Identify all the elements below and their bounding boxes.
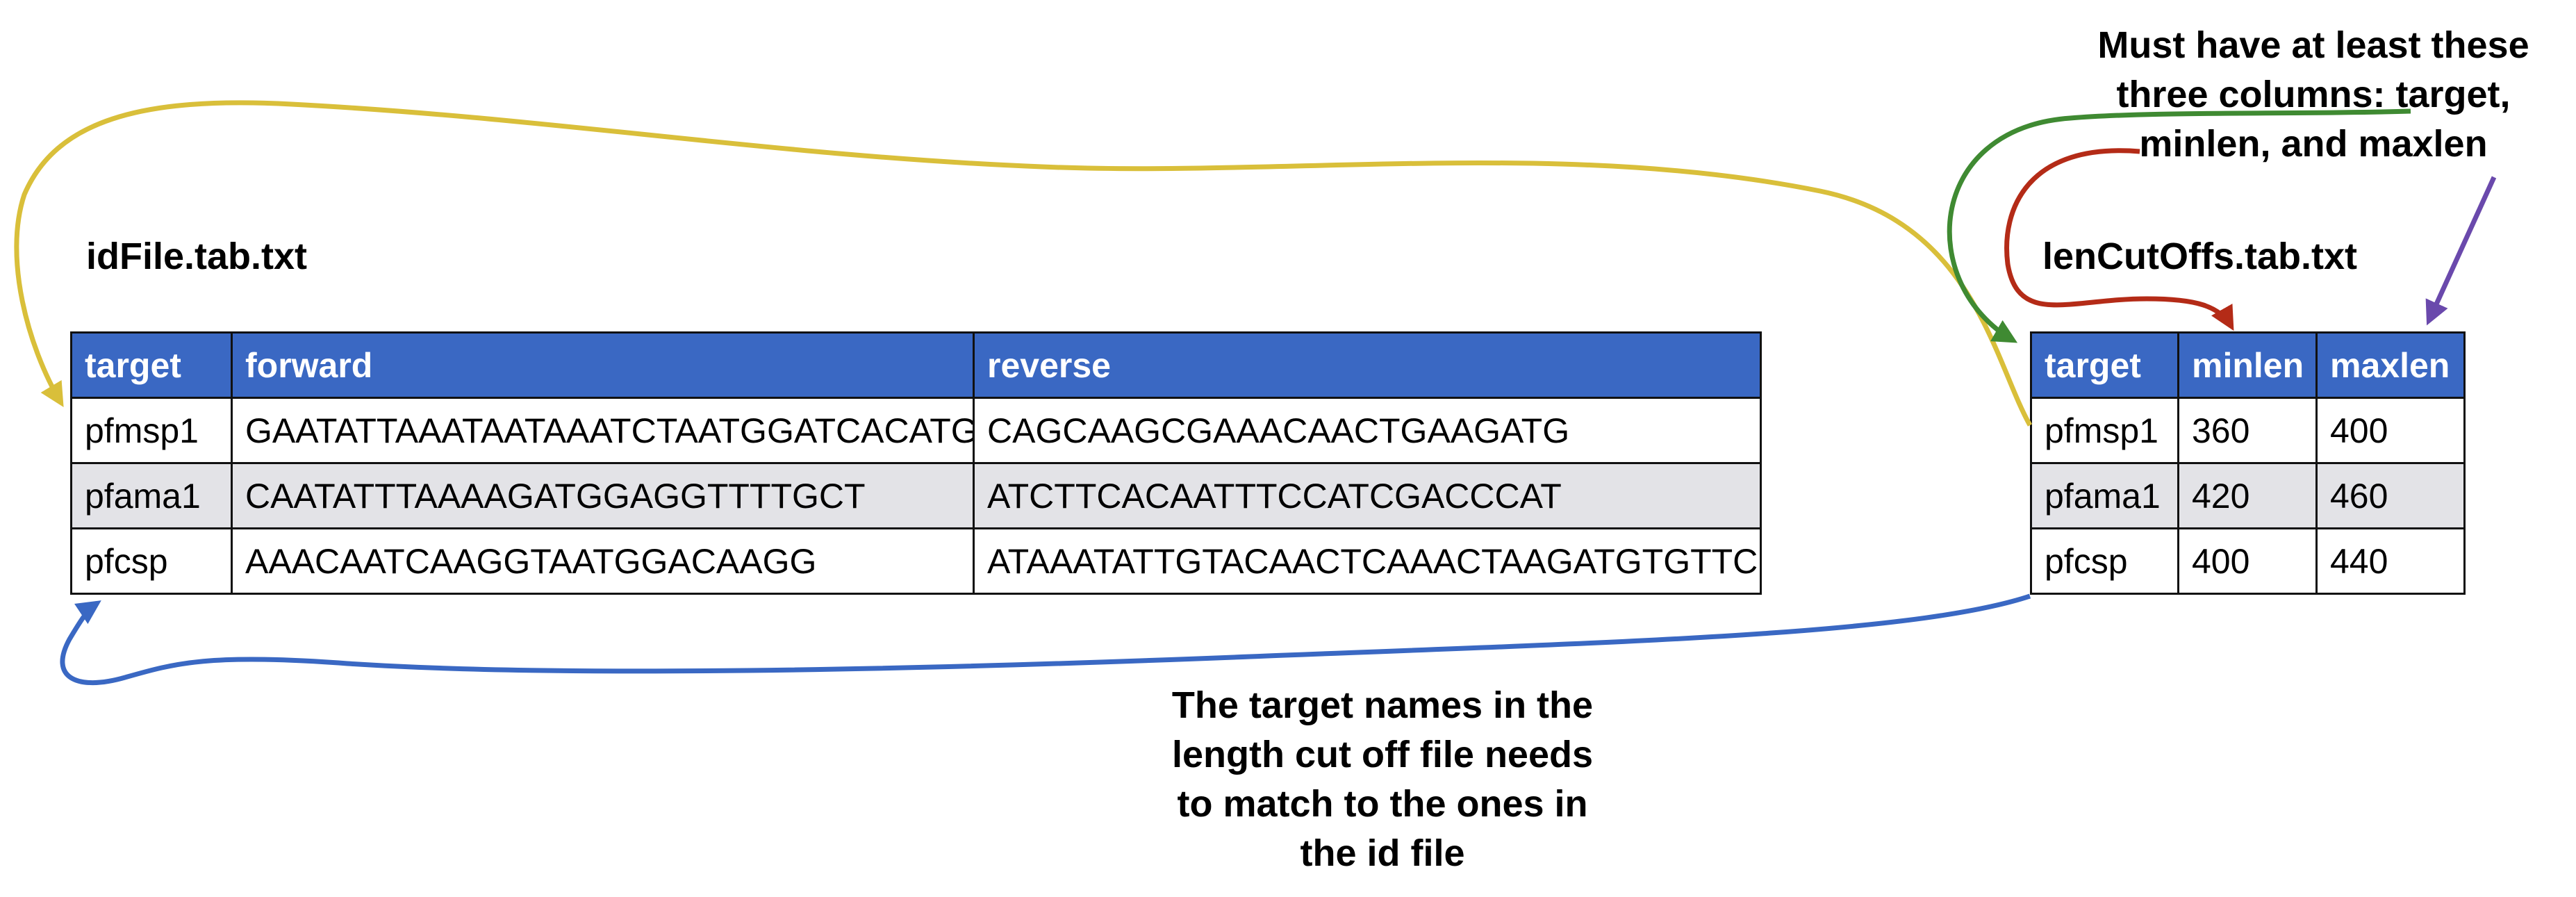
table-cell: pfama1	[2030, 462, 2179, 529]
table-cell: 420	[2177, 462, 2318, 529]
table-row: pfama1 CAATATTTAAAAGATGGAGGTTTTGCT ATCTT…	[70, 462, 1762, 529]
len-file-header-maxlen: maxlen	[2315, 331, 2466, 399]
len-file-header-row: target minlen maxlen	[2030, 331, 2466, 399]
table-cell: 400	[2315, 397, 2466, 464]
table-cell: CAGCAAGCGAAACAACTGAAGATG	[973, 397, 1762, 464]
table-cell: pfama1	[70, 462, 233, 529]
columns-note: Must have at least these three columns: …	[2056, 21, 2570, 169]
table-row: pfmsp1 GAATATTAAATAATAAATCTAATGGATCACATG…	[70, 397, 1762, 464]
table-cell: GAATATTAAATAATAAATCTAATGGATCACATG	[231, 397, 975, 464]
match-note-line: length cut off file needs	[1171, 734, 1594, 775]
table-cell: AAACAATCAAGGTAATGGACAAGG	[231, 527, 975, 595]
table-row: pfcsp 400 440	[2030, 527, 2466, 595]
green-arrow	[1947, 108, 2411, 343]
table-cell: pfmsp1	[2030, 397, 2179, 464]
match-note-line: to match to the ones in	[1177, 783, 1588, 825]
columns-note-line: Must have at least these	[2097, 24, 2529, 66]
id-file-table: target forward reverse pfmsp1 GAATATTAAA…	[70, 331, 1762, 595]
table-cell: CAATATTTAAAAGATGGAGGTTTTGCT	[231, 462, 975, 529]
table-cell: ATCTTCACAATTTCCATCGACCCAT	[973, 462, 1762, 529]
table-cell: 460	[2315, 462, 2466, 529]
blue-arrow	[60, 593, 2031, 685]
id-file-header-target: target	[70, 331, 233, 399]
len-file-table: target minlen maxlen pfmsp1 360 400 pfam…	[2030, 331, 2466, 595]
columns-note-line: minlen, and maxlen	[2139, 123, 2488, 165]
yellow-arrow	[14, 100, 2033, 427]
match-note: The target names in the length cut off f…	[1084, 681, 1681, 878]
table-cell: pfmsp1	[70, 397, 233, 464]
len-file-title: lenCutOffs.tab.txt	[2042, 236, 2357, 277]
id-file-header-forward: forward	[231, 331, 975, 399]
table-cell: 440	[2315, 527, 2466, 595]
columns-note-line: three columns: target,	[2116, 74, 2511, 115]
table-cell: pfcsp	[70, 527, 233, 595]
len-file-header-minlen: minlen	[2177, 331, 2318, 399]
id-file-title: idFile.tab.txt	[86, 236, 308, 277]
table-cell: ATAAATATTGTACAACTCAAACTAAGATGTGTTC	[973, 527, 1762, 595]
purple-arrow	[2425, 176, 2497, 326]
id-file-header-row: target forward reverse	[70, 331, 1762, 399]
id-file-header-reverse: reverse	[973, 331, 1762, 399]
table-row: pfama1 420 460	[2030, 462, 2466, 529]
table-row: pfmsp1 360 400	[2030, 397, 2466, 464]
table-row: pfcsp AAACAATCAAGGTAATGGACAAGG ATAAATATT…	[70, 527, 1762, 595]
table-cell: 360	[2177, 397, 2318, 464]
table-cell: pfcsp	[2030, 527, 2179, 595]
match-note-line: The target names in the	[1171, 684, 1594, 726]
red-arrow	[2004, 148, 2234, 331]
match-note-line: the id file	[1300, 832, 1465, 874]
table-cell: 400	[2177, 527, 2318, 595]
len-file-header-target: target	[2030, 331, 2179, 399]
